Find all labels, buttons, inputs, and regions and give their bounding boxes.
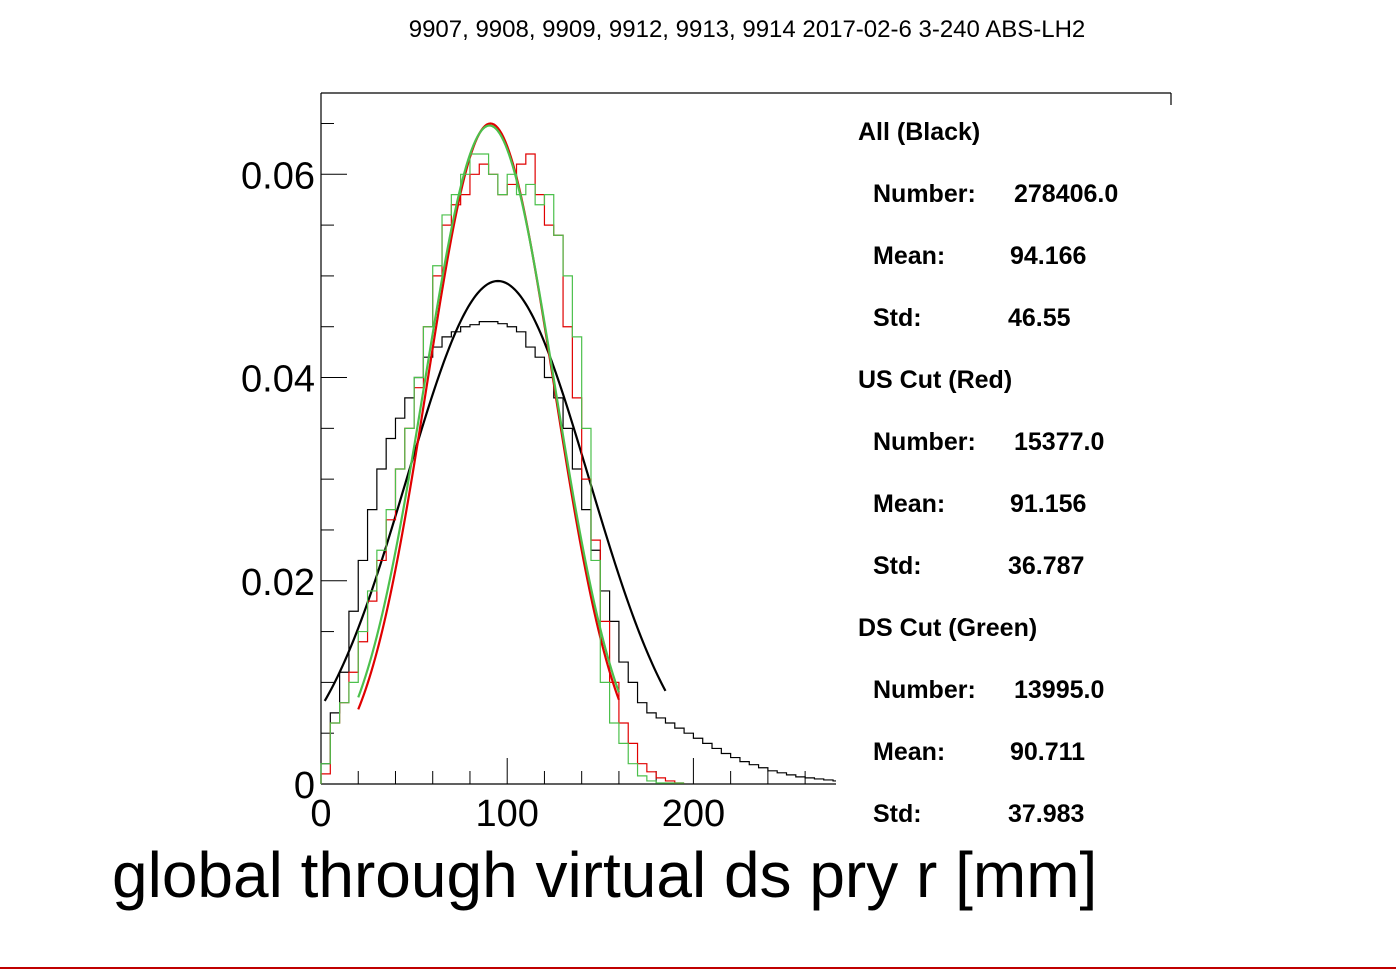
stats-label: Mean: (873, 242, 946, 270)
histogram-all (320, 321, 836, 784)
stats-header: DS Cut (Green) (858, 614, 1038, 642)
stats-value: 36.787 (1008, 552, 1085, 580)
stats-label: Mean: (873, 490, 946, 518)
stats-header: US Cut (Red) (858, 366, 1013, 394)
stats-value: 13995.0 (1014, 676, 1105, 704)
stats-label: Mean: (873, 738, 946, 766)
histogram-us-cut (320, 153, 685, 784)
y-tick-label: 0.04 (241, 359, 315, 401)
histogram-ds-cut (320, 153, 685, 784)
stats-value: 91.156 (1010, 490, 1087, 518)
chart-title: 9907, 9908, 9909, 9912, 9913, 9914 2017-… (408, 16, 1086, 43)
stats-label: Std: (873, 304, 922, 332)
stats-value: 15377.0 (1014, 428, 1105, 456)
y-tick-label: 0 (294, 765, 315, 807)
axis-tick-labels: 0 0.02 0.04 0.06 0 100 200 (241, 155, 725, 835)
data-series (320, 122, 836, 784)
x-tick-label: 200 (662, 793, 725, 835)
axes-frame (320, 92, 1172, 785)
stats-value: 37.983 (1008, 800, 1085, 828)
stats-header: All (Black) (858, 118, 981, 146)
stats-label: Std: (873, 800, 922, 828)
axis-ticks (320, 122, 806, 785)
fit-curve-us-cut (357, 122, 620, 710)
y-tick-label: 0.02 (241, 562, 315, 604)
x-axis-label: global through virtual ds pry r [mm] (112, 839, 1098, 911)
stats-label: Number: (873, 180, 976, 208)
fit-curve-ds-cut (357, 124, 620, 698)
x-tick-label: 100 (475, 793, 538, 835)
stats-value: 46.55 (1008, 304, 1071, 332)
x-tick-label: 0 (310, 793, 331, 835)
stats-label: Std: (873, 552, 922, 580)
stats-label: Number: (873, 676, 976, 704)
stats-value: 90.711 (1010, 738, 1086, 766)
stats-value: 94.166 (1010, 242, 1087, 270)
y-tick-label: 0.06 (241, 155, 315, 197)
stats-label: Number: (873, 428, 976, 456)
bottom-border (0, 967, 1396, 969)
stats-value: 278406.0 (1014, 180, 1119, 208)
